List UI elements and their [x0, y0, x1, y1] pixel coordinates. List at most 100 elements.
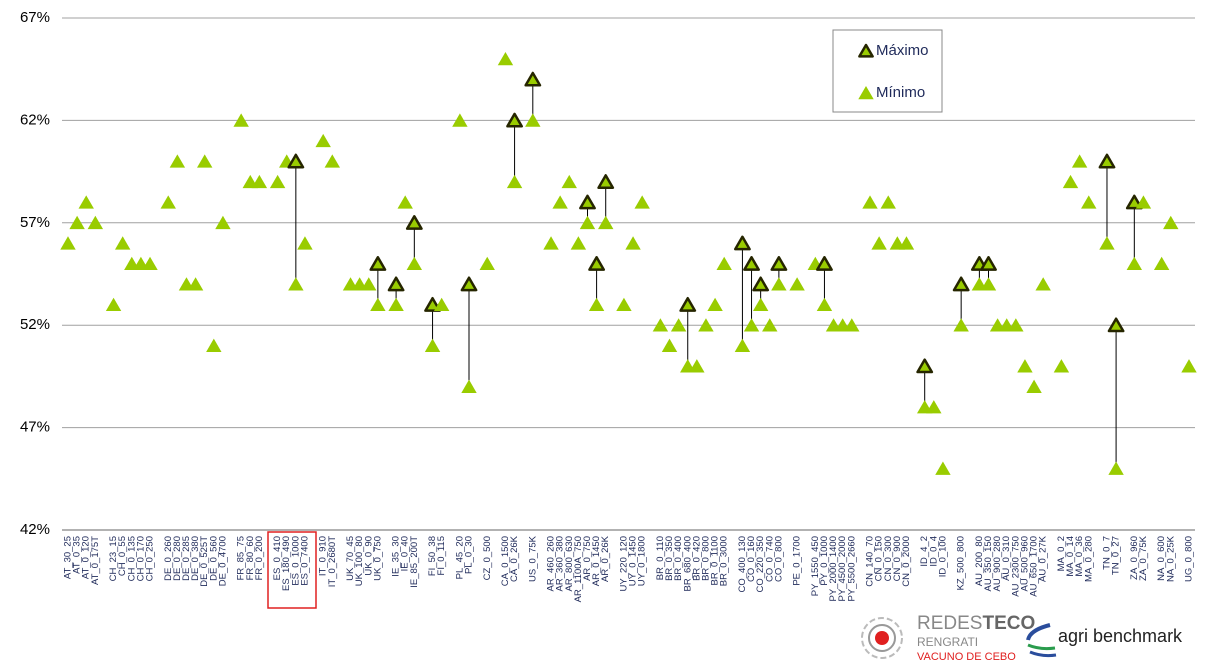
x-tick-label: FR_85_75 [236, 536, 247, 580]
min-marker [206, 338, 222, 352]
x-tick-label: FR_80_60 [245, 536, 256, 580]
x-tick-label: TN_0_27 [1111, 536, 1122, 575]
max-marker [679, 296, 697, 312]
min-marker [142, 256, 158, 271]
x-tick-label: CA_0_1500 [500, 536, 511, 586]
min-marker [297, 236, 313, 250]
min-marker [543, 236, 559, 250]
x-tick-label: AT_0_120 [81, 536, 92, 579]
x-tick-label: NA_0_25K [1165, 535, 1176, 582]
min-marker [397, 195, 413, 209]
max-marker [752, 276, 770, 292]
max-marker [952, 276, 970, 292]
brand-line: RENGRATI [917, 635, 978, 649]
x-tick-label: CO_400_130 [737, 536, 748, 593]
min-marker [433, 297, 450, 312]
min-marker [1153, 256, 1170, 271]
min-marker [479, 256, 495, 271]
x-tick-label: UG_0_800 [1184, 536, 1195, 582]
redesteco-logo: REDESTECO RENGRATI VACUNO DE CEBO [861, 613, 1035, 663]
x-tick-label: BR_680_400 [682, 536, 693, 591]
min-marker [716, 256, 732, 271]
x-tick-label: IE_85_200T [409, 536, 420, 588]
min-marker [743, 318, 760, 332]
max-marker [1098, 153, 1116, 169]
min-marker [1017, 359, 1033, 373]
x-tick-label: IT_0_2680T [327, 536, 338, 587]
min-marker [1062, 174, 1079, 189]
min-marker [898, 236, 915, 250]
x-tick-label: CO_220_350 [755, 536, 766, 593]
x-tick-label: CH_0_250 [145, 536, 156, 581]
min-marker [315, 133, 331, 148]
min-marker [926, 400, 942, 414]
x-tick-label: AR_460_260 [546, 536, 557, 591]
min-marker [634, 195, 650, 209]
x-tick-label: AU_650_1700 [1029, 536, 1040, 597]
x-tick-label: NA_0_600 [1156, 536, 1167, 581]
x-tick-label: CN_140_70 [865, 536, 876, 587]
max-marker [916, 358, 934, 374]
x-tick-label: AU_900_280 [992, 536, 1003, 591]
x-tick-label: FI_0_115 [436, 536, 447, 575]
x-tick-label: IT_0_910 [318, 536, 329, 576]
x-tick-label: AU_2300_750 [1010, 536, 1021, 597]
min-marker [525, 113, 541, 127]
min-marker [1081, 195, 1097, 209]
agri-benchmark-logo: agri benchmark [1026, 623, 1183, 658]
x-tick-label: CH_23_15 [108, 536, 119, 581]
x-tick-label: ID_4_2 [919, 536, 930, 567]
x-tick-label: FI_50_38 [427, 536, 438, 576]
x-tick-label: BR_0_350 [664, 536, 675, 581]
min-marker [388, 297, 404, 312]
x-tick-label: DE_0_260 [163, 536, 174, 581]
min-marker [935, 461, 951, 475]
min-marker [506, 174, 523, 189]
x-tick-label: CO_0_740 [764, 536, 775, 582]
x-tick-label: CZ_0_500 [482, 536, 493, 580]
max-marker [524, 71, 542, 87]
x-tick-label: BR_0_800 [700, 536, 711, 581]
x-tick-label: CA_0_26K [509, 535, 520, 582]
x-tick-label: PE_0_1700 [792, 536, 803, 586]
x-tick-label: CH_0_135 [126, 536, 137, 581]
min-marker [1008, 318, 1024, 332]
min-marker [707, 297, 723, 312]
min-marker [844, 318, 860, 332]
min-marker [552, 195, 568, 209]
min-marker [816, 297, 833, 312]
x-tick-label: CN_0_150 [874, 536, 885, 581]
x-tick-label: FR_0_200 [254, 536, 265, 580]
min-marker [197, 154, 213, 168]
x-tick-label: CO_0_800 [773, 536, 784, 582]
x-tick-label: ID_0_100 [937, 536, 948, 577]
min-marker [424, 338, 441, 352]
max-marker [369, 256, 387, 271]
max-marker [770, 256, 788, 271]
x-tick-label: DE_0_285 [181, 536, 192, 581]
min-marker [406, 256, 423, 271]
min-marker [1053, 359, 1070, 373]
max-marker [588, 256, 606, 271]
min-marker [361, 277, 377, 291]
x-tick-label: BR_0_3000 [719, 536, 730, 586]
x-tick-label: AU_500_960 [1019, 536, 1030, 591]
min-marker [269, 174, 286, 189]
x-tick-label: AR_0_1450 [591, 536, 602, 586]
y-tick-label: 52% [20, 316, 50, 333]
x-tick-label: PL_0_30 [464, 536, 475, 574]
min-marker [1099, 236, 1115, 250]
x-tick-label: AR_1100A_750 [573, 536, 584, 602]
x-tick-label: CH_0_55 [117, 536, 128, 576]
min-marker [1181, 359, 1197, 373]
min-marker [871, 236, 887, 250]
x-tick-label: DE_0_280 [172, 536, 183, 581]
x-tick-label: IE_35_30 [391, 536, 402, 577]
min-marker [461, 379, 477, 393]
x-tick-label: ES_0_1000 [290, 536, 301, 586]
x-tick-label: AR_0_750 [582, 536, 593, 581]
x-tick-label: MA_0_36 [1074, 536, 1085, 577]
min-marker [1135, 195, 1152, 209]
x-tick-label: UY_220_120 [618, 536, 629, 591]
x-tick-label: TN_0_7 [1101, 536, 1112, 570]
